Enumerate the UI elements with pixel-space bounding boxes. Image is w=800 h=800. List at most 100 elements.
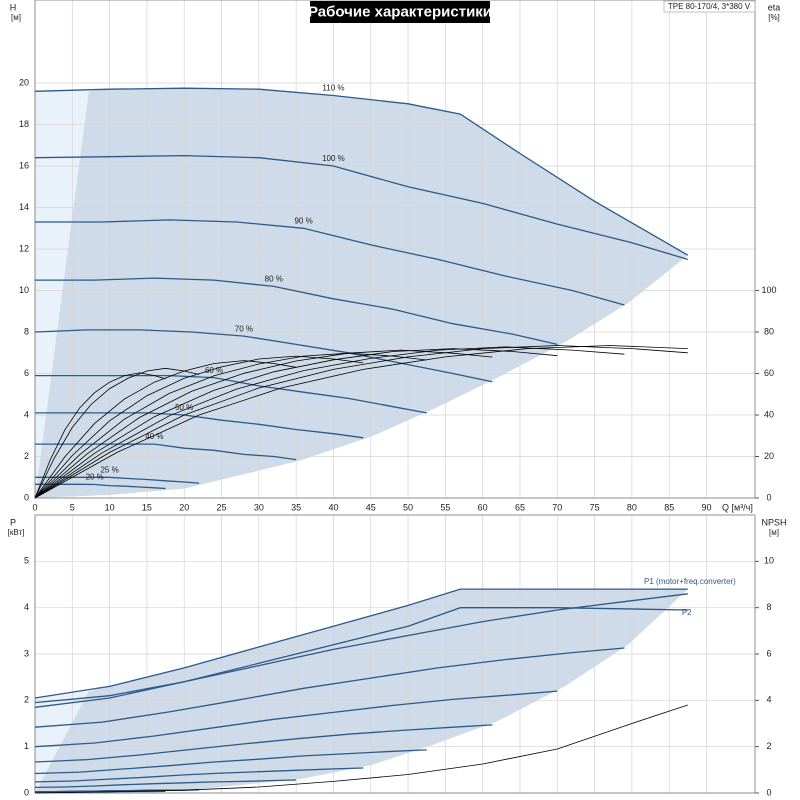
x-tick-label: 80 [627,502,637,512]
operating-envelope [35,88,688,498]
y-tick-label: 10 [19,285,29,295]
y2-tick-label: 0 [766,787,771,797]
curve [34,647,625,728]
x-axis-label: Q [м³/ч] [722,502,753,512]
y-tick-label: 0 [24,787,29,797]
y-tick-label: 18 [19,119,29,129]
y-tick-label: 0 [24,492,29,502]
secondary-curve [34,348,558,499]
x-tick-label: 40 [328,502,338,512]
x-tick-label: 10 [105,502,115,512]
y2-axis-label: eta [768,2,781,12]
x-tick-label: 15 [142,502,152,512]
y2-tick-label: 20 [764,451,774,461]
x-tick-label: 20 [179,502,189,512]
y2-tick-label: 100 [761,285,776,295]
x-tick-label: 45 [366,502,376,512]
curve [34,154,688,261]
x-tick-label: 50 [403,502,413,512]
y2-tick-label: 10 [764,556,774,566]
y2-axis-label: NPSH [761,517,786,527]
y2-tick-label: 4 [766,695,771,705]
x-tick-label: 30 [254,502,264,512]
curve-label: 50 % [175,403,193,412]
curve [34,690,558,748]
y-axis-unit: [кВт] [8,528,25,537]
secondary-curve [34,355,364,499]
curve-label: 40 % [145,432,163,441]
secondary-curve [34,372,166,499]
y-tick-label: 6 [24,368,29,378]
plot-frame [34,514,756,794]
x-tick-label: 90 [701,502,711,512]
pale-zone [35,691,89,793]
curve-label: 80 % [265,274,283,283]
curve [34,588,688,699]
secondary-curve [34,346,625,499]
secondary-curve [34,352,427,499]
y2-tick-label: 8 [766,602,771,612]
x-tick-label: 35 [291,502,301,512]
y-axis-label: H [10,2,17,12]
y-tick-label: 20 [19,77,29,87]
model-label: TPE 80-170/4, 3*380 V [668,2,751,11]
curve [34,724,493,763]
x-tick-label: 85 [664,502,674,512]
x-tick-label: 70 [552,502,562,512]
secondary-curve [34,345,688,499]
curve [35,443,297,461]
curve-label: 110 % [322,84,344,93]
curve [34,87,689,256]
y2-tick-label: 80 [764,326,774,336]
y2-tick-label: 60 [764,368,774,378]
y2-tick-label: 40 [764,409,774,419]
chart-title: Рабочие характеристики [308,3,492,20]
curve-label: P1 (motor+freq.converter) [644,577,736,586]
y-tick-label: 16 [19,160,29,170]
plot-frame [34,0,756,499]
x-tick-label: 25 [217,502,227,512]
secondary-curve [34,360,297,499]
curve [34,749,427,775]
curve [34,779,297,789]
secondary-curve [34,367,200,499]
y-axis-unit: [м] [11,13,21,22]
curve [34,767,364,783]
x-tick-label: 75 [590,502,600,512]
curve [35,219,625,306]
y2-tick-label: 0 [766,492,771,502]
curve [34,607,688,708]
y2-tick-label: 2 [766,741,771,751]
curve-label: 70 % [235,324,253,333]
y-tick-label: 2 [24,451,29,461]
x-tick-label: 60 [478,502,488,512]
y-tick-label: 12 [19,243,29,253]
x-tick-label: 65 [515,502,525,512]
curve-label: 100 % [322,154,345,163]
operating-envelope [35,589,688,793]
y-tick-label: 2 [24,695,29,705]
curve-label: 90 % [294,216,312,225]
curve [34,593,688,704]
curve-label: 25 % [100,465,118,474]
curve [35,277,558,346]
curve-label: P2 [682,608,692,617]
model-box [663,0,756,13]
pale-zone [35,91,89,499]
y-axis-label: P [10,517,16,527]
secondary-curve [34,704,688,794]
x-tick-label: 55 [440,502,450,512]
curve [34,329,493,383]
title-box [310,1,490,23]
y2-axis-unit: [м] [769,528,779,537]
y-tick-label: 1 [24,741,29,751]
curve [35,374,427,414]
curve-label: 60 % [205,366,223,375]
secondary-curve [34,349,493,499]
curve-label: 20 % [86,473,104,482]
y-tick-label: 4 [24,409,29,419]
y-tick-label: 3 [24,648,29,658]
y2-tick-label: 6 [766,648,771,658]
x-tick-label: 5 [70,502,75,512]
